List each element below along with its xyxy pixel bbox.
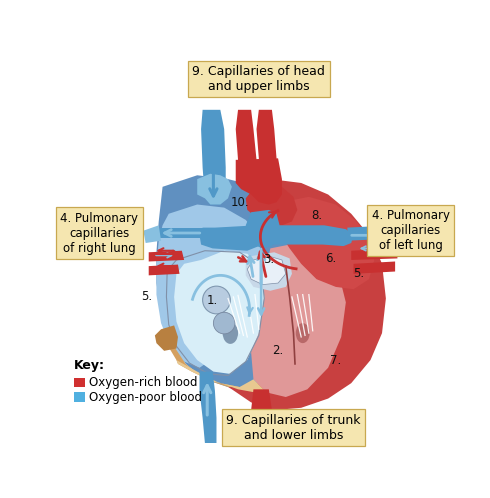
Polygon shape <box>392 225 409 241</box>
Polygon shape <box>156 205 261 368</box>
Polygon shape <box>143 225 161 243</box>
Polygon shape <box>347 225 400 241</box>
Polygon shape <box>236 110 257 187</box>
Polygon shape <box>201 110 226 205</box>
Polygon shape <box>228 179 386 410</box>
Text: 4. Pulmonary
capillaries
of left lung: 4. Pulmonary capillaries of left lung <box>371 209 449 252</box>
Polygon shape <box>354 261 395 274</box>
Text: 1.: 1. <box>207 293 218 306</box>
Text: 2.: 2. <box>272 344 284 358</box>
Polygon shape <box>267 225 354 246</box>
Polygon shape <box>199 225 261 250</box>
Polygon shape <box>245 210 280 249</box>
Polygon shape <box>247 256 286 284</box>
Polygon shape <box>156 175 307 387</box>
Text: Key:: Key: <box>74 359 105 373</box>
Polygon shape <box>199 372 217 443</box>
Polygon shape <box>149 250 184 261</box>
Polygon shape <box>351 249 397 260</box>
Polygon shape <box>251 243 346 397</box>
Circle shape <box>213 312 235 334</box>
Ellipse shape <box>296 323 310 343</box>
Polygon shape <box>197 174 232 205</box>
Polygon shape <box>251 389 272 443</box>
Text: 9. Capillaries of trunk
and lower limbs: 9. Capillaries of trunk and lower limbs <box>226 414 361 442</box>
Polygon shape <box>245 252 292 291</box>
Text: 9. Capillaries of head
and upper limbs: 9. Capillaries of head and upper limbs <box>193 65 325 93</box>
Text: 10.: 10. <box>230 196 249 209</box>
FancyBboxPatch shape <box>74 392 85 402</box>
Ellipse shape <box>222 322 238 344</box>
Text: 6.: 6. <box>325 252 336 265</box>
Polygon shape <box>176 360 267 392</box>
FancyBboxPatch shape <box>74 378 85 387</box>
Polygon shape <box>174 250 264 374</box>
Text: 7.: 7. <box>330 354 342 367</box>
Polygon shape <box>155 325 178 351</box>
Text: 5.: 5. <box>142 290 153 303</box>
Polygon shape <box>163 337 251 387</box>
Polygon shape <box>276 197 374 289</box>
Polygon shape <box>257 110 276 184</box>
Circle shape <box>203 286 230 314</box>
Polygon shape <box>236 158 282 205</box>
Text: 3.: 3. <box>263 253 274 266</box>
Text: 8.: 8. <box>311 209 322 222</box>
Text: Oxygen-rich blood: Oxygen-rich blood <box>89 376 197 389</box>
Text: 4. Pulmonary
capillaries
of right lung: 4. Pulmonary capillaries of right lung <box>60 212 139 254</box>
Polygon shape <box>155 228 205 239</box>
Polygon shape <box>149 264 179 275</box>
Text: 5.: 5. <box>353 267 365 280</box>
Polygon shape <box>245 187 297 225</box>
Text: Oxygen-poor blood: Oxygen-poor blood <box>89 390 202 403</box>
